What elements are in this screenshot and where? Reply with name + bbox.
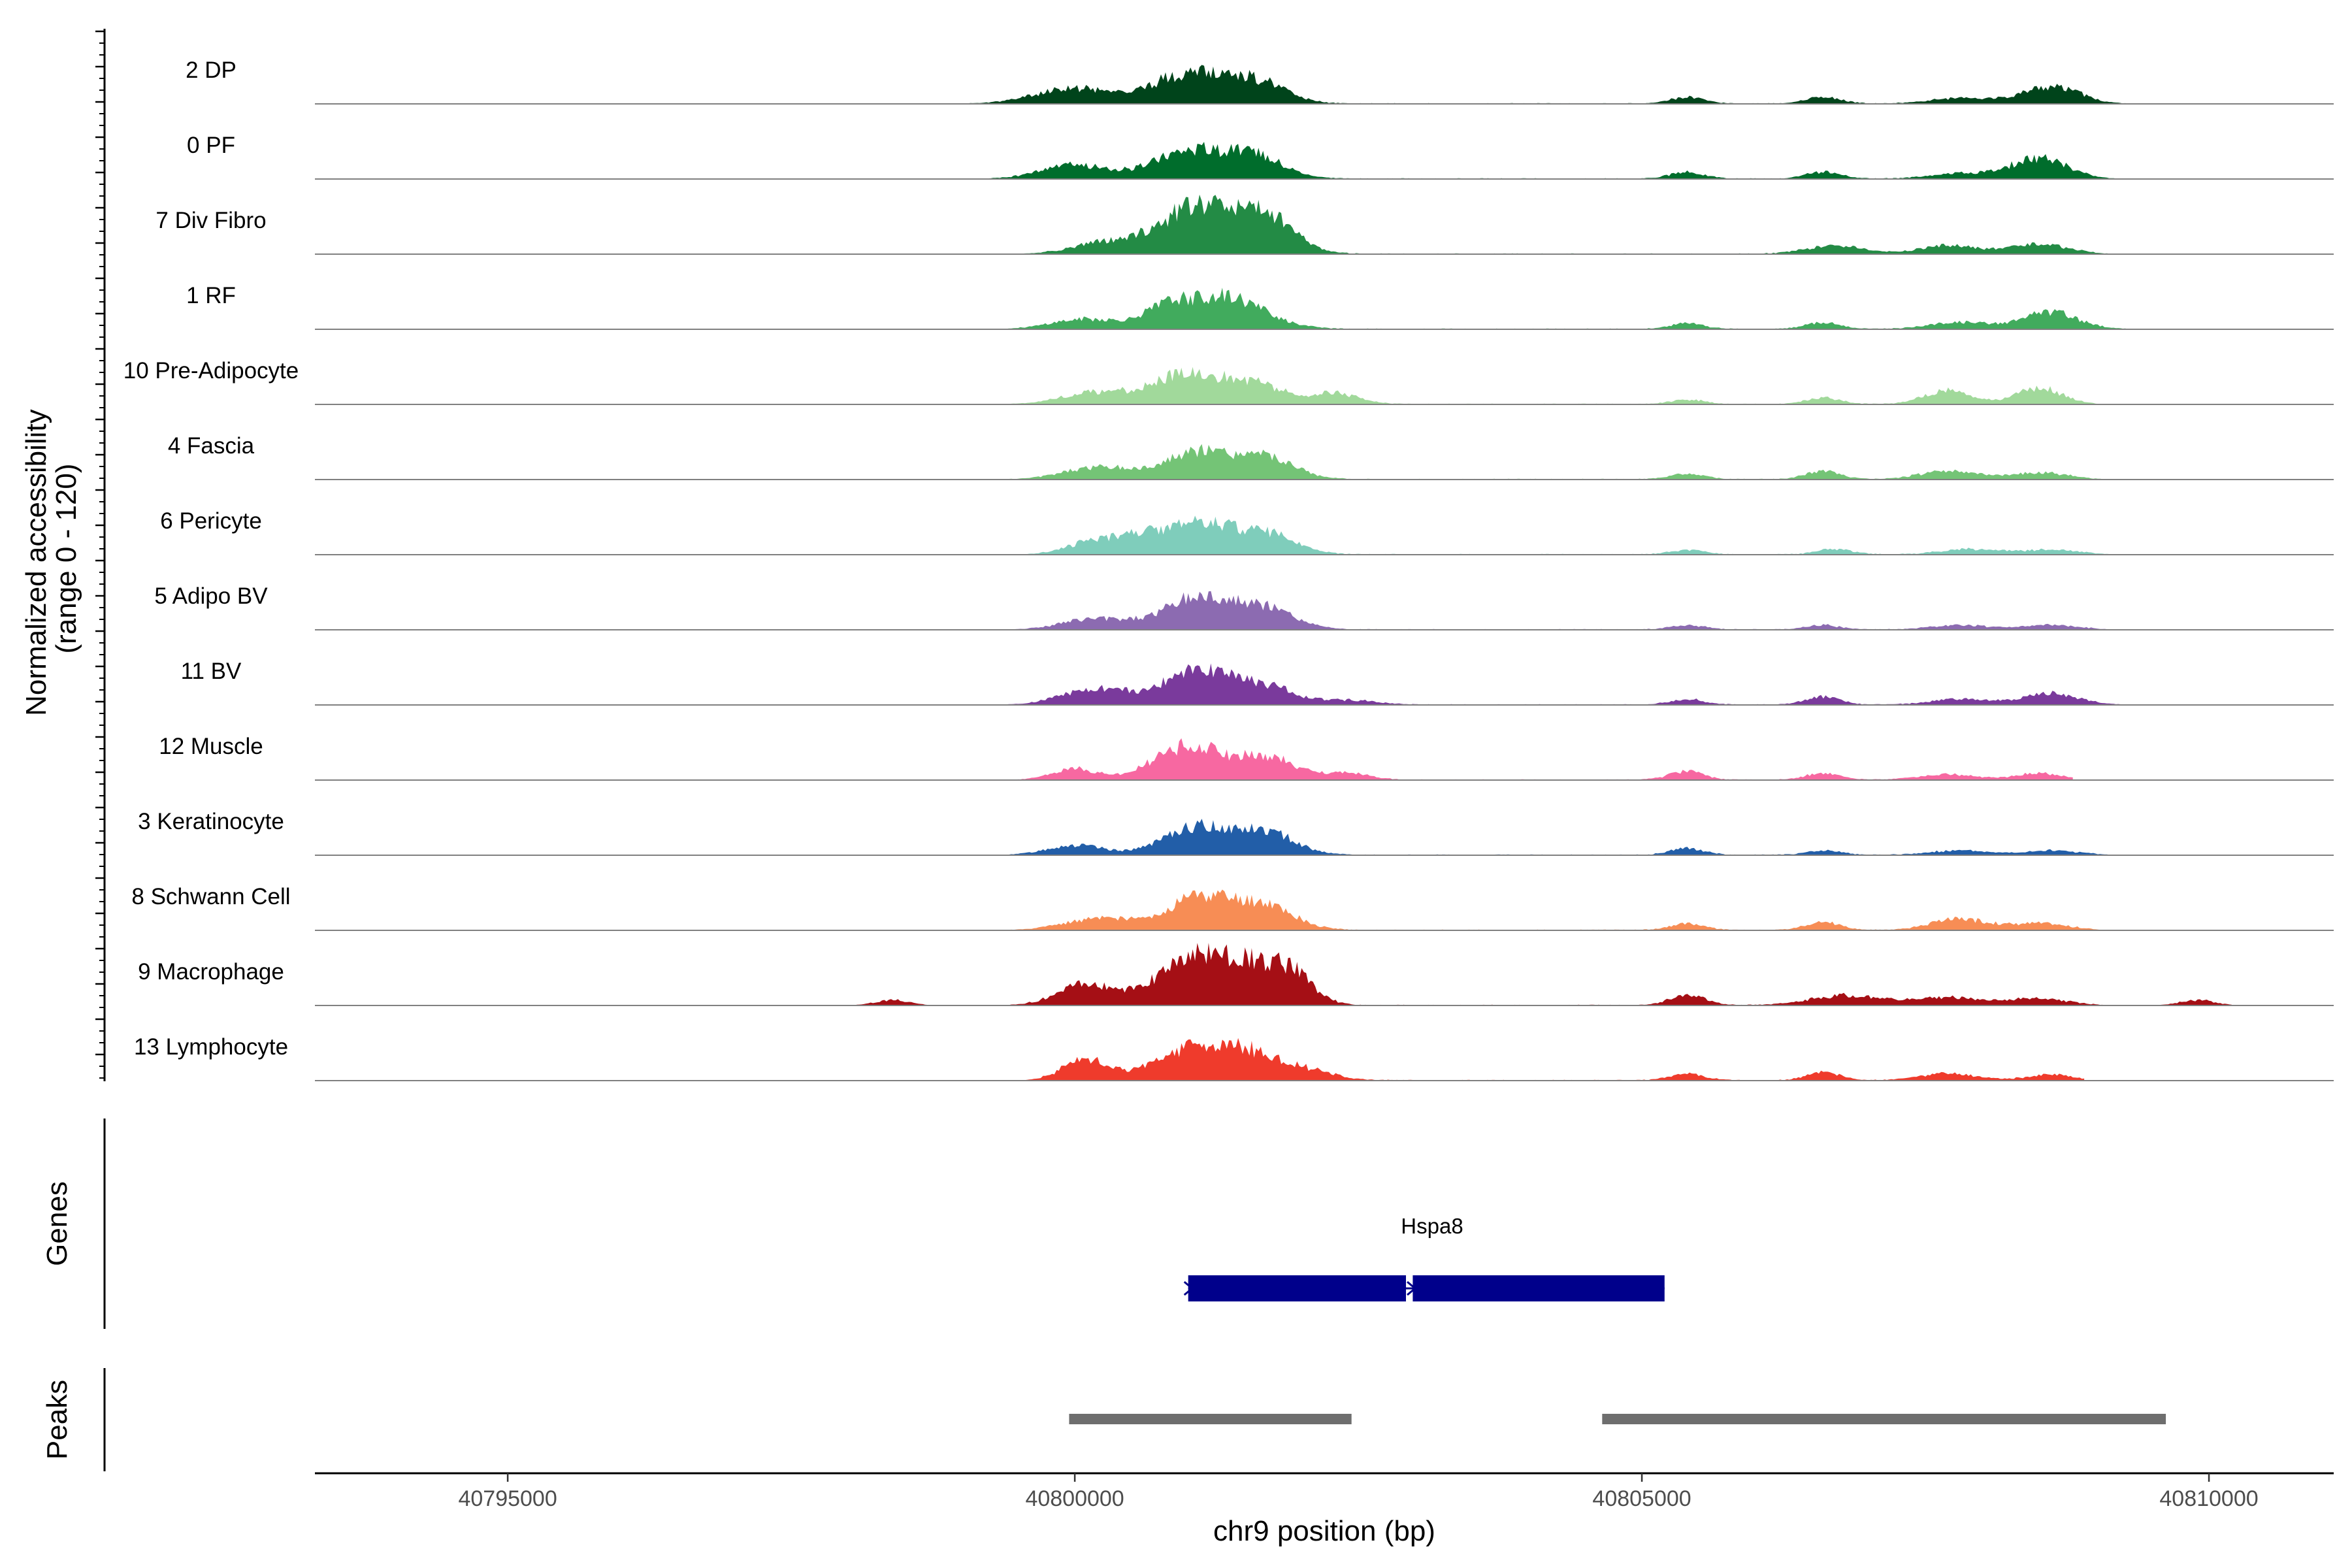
- coverage-area: [315, 65, 2334, 104]
- coverage-track: 7 Div Fibro: [155, 194, 2334, 255]
- track-label: 9 Macrophage: [138, 959, 284, 985]
- track-label: 12 Muscle: [159, 734, 263, 759]
- coverage-area: [315, 889, 2334, 930]
- coverage-track: 13 Lymphocyte: [134, 1034, 2334, 1081]
- x-tick-label: 40800000: [1025, 1486, 1124, 1511]
- coverage-track: 11 BV: [181, 659, 2334, 706]
- coverage-track: 3 Keratinocyte: [138, 809, 2334, 856]
- gene-model: Hspa8: [1183, 1214, 1665, 1301]
- coverage-track: 2 DP: [186, 57, 2334, 105]
- gene-track: Hspa8: [1183, 1214, 1665, 1301]
- x-tick-label: 40805000: [1592, 1486, 1691, 1511]
- coverage-y-axis-ticks: [95, 30, 105, 1079]
- strand-arrow: [1407, 1281, 1417, 1296]
- track-label: 7 Div Fibro: [155, 208, 266, 233]
- coverage-tracks: 2 DP 0 PF 7 Div Fibro 1 RF 10 Pre-Adipocyte 4…: [123, 57, 2334, 1081]
- x-axis-ticks: 40795000 40800000 40805000 40810000: [458, 1473, 2259, 1511]
- y-axis-title: Normalized accessibility (range 0 - 120): [20, 401, 82, 716]
- coverage-area: [315, 663, 2334, 705]
- x-tick-label: 40795000: [458, 1486, 557, 1511]
- coverage-area: [315, 738, 2073, 780]
- coverage-area: [315, 287, 2334, 329]
- coverage-area: [315, 194, 2334, 254]
- coverage-track: 4 Fascia: [168, 433, 2334, 480]
- track-label: 1 RF: [186, 283, 236, 308]
- coverage-area: [315, 367, 2221, 404]
- coverage-track: 8 Schwann Cell: [131, 884, 2334, 931]
- gene-label: Hspa8: [1401, 1214, 1463, 1238]
- peaks-axis-title: Peaks: [41, 1380, 73, 1460]
- gene-exon: [1413, 1275, 1665, 1301]
- coverage-track: 10 Pre-Adipocyte: [123, 358, 2334, 405]
- peak-track: [1069, 1414, 2166, 1424]
- coverage-area: [315, 142, 2221, 179]
- coverage-area: [315, 515, 2334, 555]
- track-label: 3 Keratinocyte: [138, 809, 284, 834]
- x-tick-label: 40810000: [2159, 1486, 2258, 1511]
- y-axis-title-line-1: Normalized accessibility: [20, 409, 52, 715]
- coverage-area: [315, 819, 2221, 855]
- track-label: 8 Schwann Cell: [131, 884, 290, 909]
- coverage-area: [315, 943, 2232, 1005]
- coverage-track: 1 RF: [186, 283, 2334, 330]
- gene-exon: [1188, 1275, 1406, 1301]
- coverage-area: [315, 591, 2334, 630]
- x-axis-title: chr9 position (bp): [1213, 1515, 1435, 1547]
- coverage-track: 6 Pericyte: [160, 508, 2334, 555]
- track-label: 11 BV: [181, 659, 242, 684]
- y-axis-title-line-2: (range 0 - 120): [50, 463, 82, 653]
- coverage-track: 9 Macrophage: [138, 943, 2334, 1006]
- track-label: 6 Pericyte: [160, 508, 262, 534]
- coverage-track: 12 Muscle: [159, 734, 2334, 781]
- track-label: 10 Pre-Adipocyte: [123, 358, 299, 384]
- coverage-track: 0 PF: [187, 133, 2334, 180]
- track-label: 4 Fascia: [168, 433, 255, 459]
- peak-region: [1602, 1414, 2166, 1424]
- coverage-area: [315, 1037, 2085, 1081]
- track-label: 0 PF: [187, 133, 235, 158]
- peak-region: [1069, 1414, 1352, 1424]
- track-label: 5 Adipo BV: [154, 583, 268, 609]
- strand-arrow: [1183, 1281, 1194, 1296]
- track-label: 2 DP: [186, 57, 237, 83]
- genes-axis-title: Genes: [41, 1181, 73, 1266]
- coverage-area: [315, 444, 2334, 480]
- coverage-track: 5 Adipo BV: [154, 583, 2334, 630]
- track-label: 13 Lymphocyte: [134, 1034, 288, 1060]
